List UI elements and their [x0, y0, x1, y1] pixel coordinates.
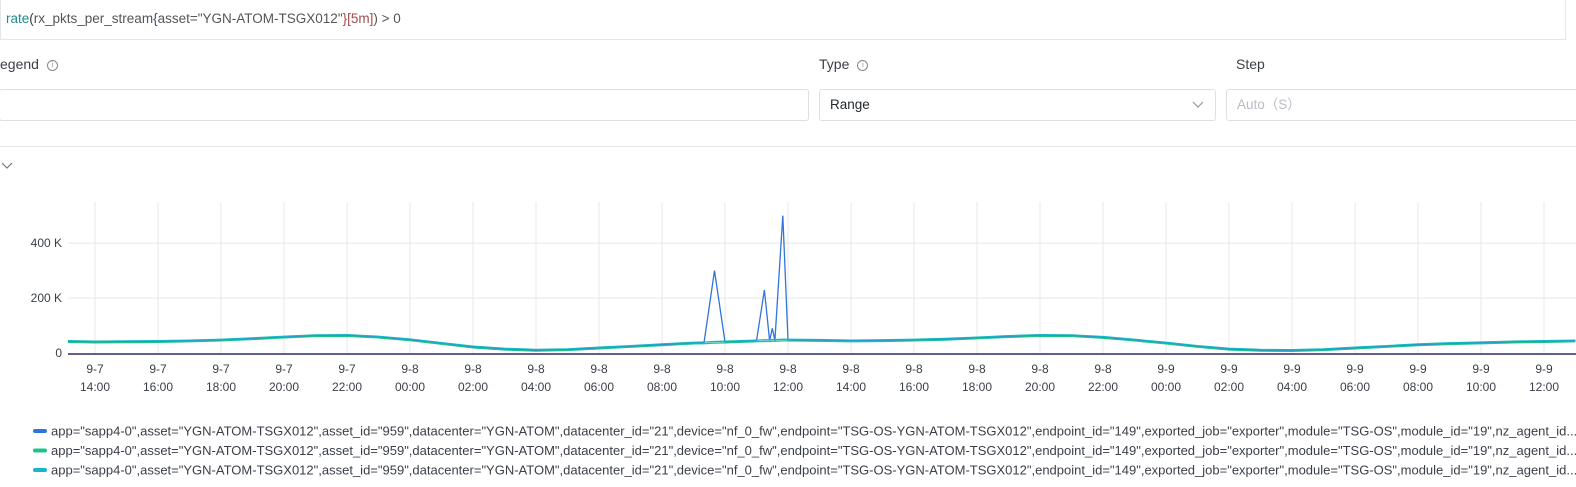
step-placeholder: Auto（S） [1237, 97, 1301, 112]
x-tick-label: 9-8 00:00 [395, 362, 425, 394]
step-label: Step [1236, 56, 1265, 72]
step-input[interactable]: Auto（S） [1226, 89, 1576, 121]
x-tick-label: 9-8 08:00 [647, 362, 677, 394]
x-tick-label: 9-8 10:00 [710, 362, 740, 394]
x-tick-label: 9-9 00:00 [1151, 362, 1181, 394]
query-token: asset= [157, 11, 198, 26]
x-tick-label: 9-8 12:00 [773, 362, 803, 394]
query-token: { [153, 11, 158, 26]
type-label-text: Type [819, 56, 850, 72]
x-tick-label: 9-7 18:00 [206, 362, 236, 394]
x-tick-label: 9-8 16:00 [899, 362, 929, 394]
x-tick-label: 9-8 14:00 [836, 362, 866, 394]
x-tick-label: 9-9 04:00 [1277, 362, 1307, 394]
series-line [68, 333, 1576, 351]
query-token: "YGN-ATOM-TSGX012" [197, 11, 343, 26]
info-icon[interactable]: i [46, 60, 58, 71]
step-label-text: Step [1236, 56, 1265, 72]
divider [0, 146, 1576, 147]
legend-entry: app="sapp4-0",asset="YGN-ATOM-TSGX012",a… [51, 424, 1576, 439]
x-tick-label: 9-9 08:00 [1403, 362, 1433, 394]
x-tick-label: 9-9 12:00 [1529, 362, 1559, 394]
info-icon[interactable]: i [857, 60, 869, 71]
x-tick-label: 9-7 22:00 [332, 362, 362, 394]
legend-input[interactable] [0, 89, 809, 121]
query-token: rx_pkts_per_stream [33, 11, 154, 26]
x-tick-label: 9-7 14:00 [80, 362, 110, 394]
query-token: }[5m] [342, 11, 374, 26]
query-text: rate(rx_pkts_per_stream{asset="YGN-ATOM-… [6, 11, 401, 26]
legend-label-text: egend [0, 56, 39, 72]
type-select[interactable]: Range [819, 89, 1216, 121]
type-label: Type i [819, 56, 869, 72]
x-tick-label: 9-9 06:00 [1340, 362, 1370, 394]
legend-entry: app="sapp4-0",asset="YGN-ATOM-TSGX012",a… [51, 443, 1576, 458]
x-tick-label: 9-8 06:00 [584, 362, 614, 394]
series-line [68, 215, 1576, 352]
x-tick-label: 9-8 20:00 [1025, 362, 1055, 394]
query-token: ( [29, 11, 34, 26]
legend-entry: app="sapp4-0",asset="YGN-ATOM-TSGX012",a… [51, 463, 1576, 478]
query-token: ) > 0 [373, 11, 401, 26]
x-tick-label: 9-7 20:00 [269, 362, 299, 394]
x-tick-label: 9-8 02:00 [458, 362, 488, 394]
x-tick-label: 9-9 02:00 [1214, 362, 1244, 394]
type-value: Range [830, 97, 870, 112]
x-tick-label: 9-8 04:00 [521, 362, 551, 394]
x-tick-label: 9-9 10:00 [1466, 362, 1496, 394]
y-tick-label: 400 K [31, 236, 62, 250]
query-token: rate [6, 11, 30, 26]
plot-area [68, 215, 1576, 353]
legend-label: egend i [0, 56, 58, 72]
y-tick-label: 200 K [31, 291, 62, 305]
query-editor[interactable]: rate(rx_pkts_per_stream{asset="YGN-ATOM-… [0, 0, 1566, 40]
chevron [1192, 101, 1204, 108]
x-tick-label: 9-8 22:00 [1088, 362, 1118, 394]
x-tick-label: 9-7 16:00 [143, 362, 173, 394]
collapse-chevron[interactable] [1, 162, 13, 169]
series-line [68, 335, 1576, 353]
x-tick-label: 9-8 18:00 [962, 362, 992, 394]
y-tick-label: 0 [55, 346, 62, 360]
